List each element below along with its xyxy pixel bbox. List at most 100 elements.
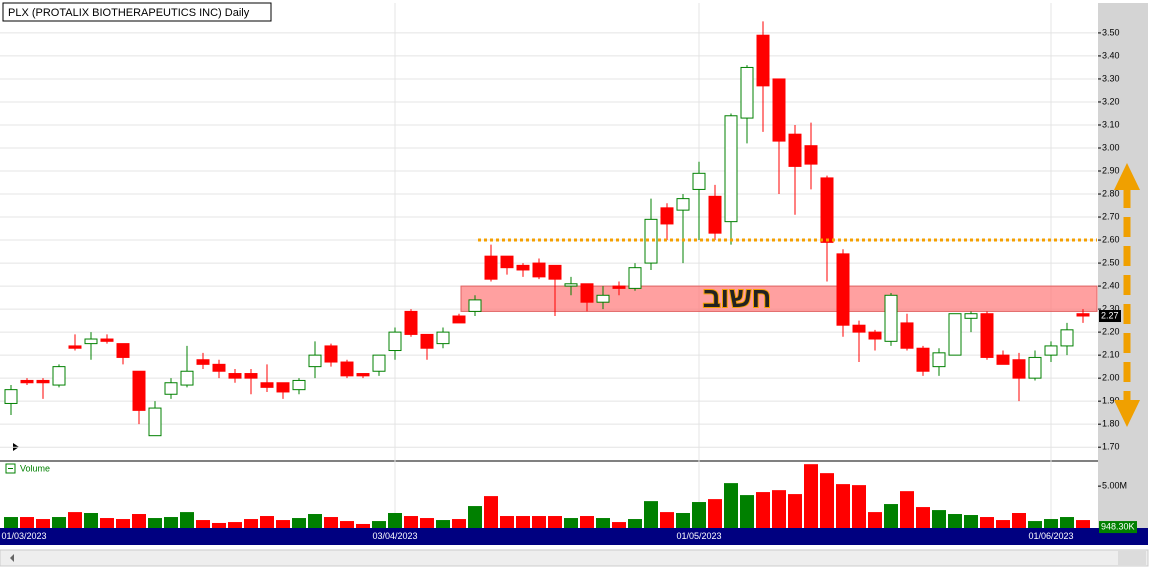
candle-body xyxy=(1028,356,1042,379)
candle-body xyxy=(756,34,770,87)
volume-bar xyxy=(84,513,98,528)
candle-body xyxy=(356,373,370,377)
candle-body xyxy=(516,264,530,271)
y-tick-label: 3.20 xyxy=(1102,96,1120,106)
x-tick-label: 01/03/2023 xyxy=(1,531,46,541)
volume-bar xyxy=(916,507,930,528)
candle-body xyxy=(612,285,626,289)
volume-bar xyxy=(452,519,466,528)
volume-bar xyxy=(612,522,626,528)
candle-body xyxy=(1044,345,1058,356)
candle-body xyxy=(532,262,546,278)
candle-body xyxy=(116,343,130,358)
volume-bar xyxy=(1076,520,1090,528)
candle-body xyxy=(852,324,866,333)
last-price-box xyxy=(1099,310,1121,323)
candle-body xyxy=(948,313,962,356)
candle-body xyxy=(132,370,146,411)
candle-body xyxy=(868,331,882,340)
volume-bar xyxy=(724,483,738,528)
last-volume-label: 948.30K xyxy=(1101,521,1135,531)
candle-body xyxy=(916,347,930,372)
candle-body xyxy=(980,313,994,358)
candle-body xyxy=(996,354,1010,365)
volume-bar xyxy=(292,518,306,528)
volume-bar xyxy=(228,522,242,528)
volume-bar xyxy=(276,520,290,528)
y-tick-label: 1.70 xyxy=(1102,442,1120,452)
volume-bar xyxy=(628,519,642,528)
volume-bar xyxy=(884,504,898,528)
volume-bar xyxy=(820,473,834,528)
x-tick-label: 03/04/2023 xyxy=(372,531,417,541)
last-volume-box xyxy=(1099,521,1137,534)
volume-bar xyxy=(468,506,482,528)
candle-body xyxy=(68,345,82,349)
candle-body xyxy=(820,177,834,243)
volume-bar xyxy=(948,514,962,528)
volume-bar xyxy=(692,502,706,528)
candle-body xyxy=(708,195,722,234)
volume-bar xyxy=(404,516,418,528)
volume-bar xyxy=(996,520,1010,528)
y-tick-label: 3.00 xyxy=(1102,142,1120,152)
volume-bar xyxy=(596,518,610,528)
candle-body xyxy=(308,354,322,368)
volume-bar xyxy=(20,517,34,528)
candle-body xyxy=(660,207,674,225)
candle-body xyxy=(900,322,914,349)
y-tick-label: 2.90 xyxy=(1102,165,1120,175)
volume-bar xyxy=(1044,519,1058,528)
candle-body xyxy=(724,115,738,223)
volume-bar xyxy=(500,516,514,528)
volume-bar xyxy=(196,520,210,528)
scroll-thumb[interactable] xyxy=(1118,551,1146,565)
volume-bar xyxy=(148,518,162,528)
volume-bar xyxy=(132,514,146,528)
last-price-label: 2.27 xyxy=(1101,310,1119,320)
volume-bar xyxy=(756,492,770,528)
y-tick-label: 2.10 xyxy=(1102,350,1120,360)
candle-body xyxy=(404,310,418,335)
candle-body xyxy=(180,370,194,386)
volume-bar xyxy=(244,519,258,528)
volume-bar xyxy=(660,512,674,528)
volume-bar xyxy=(516,516,530,528)
arrow-head xyxy=(1114,163,1140,190)
volume-bar xyxy=(740,495,754,528)
y-tick-label: 2.60 xyxy=(1102,234,1120,244)
volume-bar xyxy=(980,517,994,528)
candle-body xyxy=(52,366,66,386)
candle-body xyxy=(788,133,802,167)
candle-body xyxy=(836,253,850,326)
candle-body xyxy=(548,264,562,280)
candle-body xyxy=(676,198,690,211)
volume-bar xyxy=(4,517,18,528)
scroll-left[interactable] xyxy=(10,554,14,562)
scrollbar[interactable] xyxy=(0,549,1149,567)
candle-body xyxy=(340,361,354,377)
candle-body xyxy=(388,331,402,352)
volume-bar xyxy=(868,512,882,528)
annotation-arrow xyxy=(1114,163,1140,427)
y-tick-label: 2.80 xyxy=(1102,188,1120,198)
volume-bar xyxy=(1060,517,1074,528)
candle-body xyxy=(292,379,306,391)
candle-body xyxy=(1012,359,1026,379)
candle-body xyxy=(84,338,98,345)
volume-bar xyxy=(324,517,338,528)
x-tick-label: 01/05/2023 xyxy=(676,531,721,541)
volume-bar xyxy=(932,510,946,528)
candle-body xyxy=(1076,313,1090,317)
volume-bar xyxy=(900,491,914,528)
candle-body xyxy=(1060,329,1074,347)
candle-body xyxy=(564,283,578,287)
y-tick-label: 2.20 xyxy=(1102,326,1120,336)
candle-body xyxy=(644,218,658,264)
volume-bar xyxy=(708,499,722,528)
volume-bar xyxy=(164,517,178,528)
highlight-zone xyxy=(460,285,1098,312)
volume-bar xyxy=(212,522,226,528)
candle-body xyxy=(628,267,642,289)
